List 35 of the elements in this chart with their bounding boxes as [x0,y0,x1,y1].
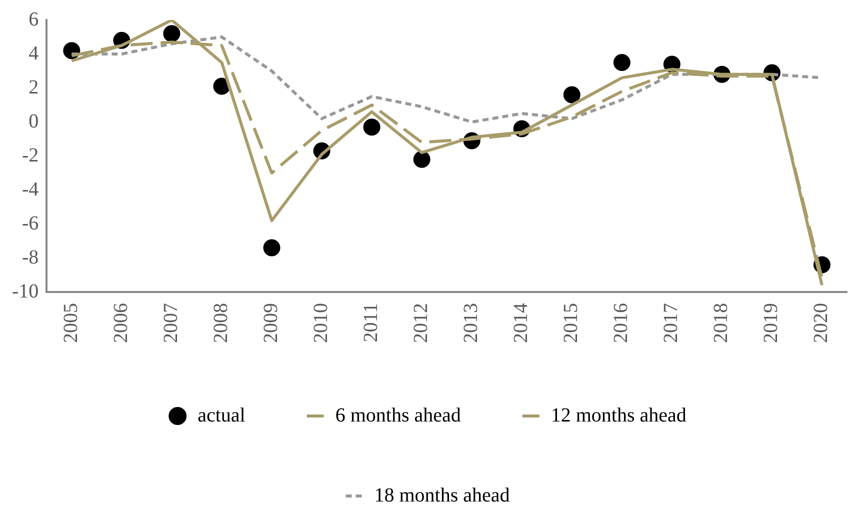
point [613,54,630,71]
x-tick-label: 2017 [660,303,682,343]
x-tick-label: 2015 [560,303,582,343]
y-tick-label: -2 [22,144,39,166]
y-tick-label: -6 [22,212,39,234]
y-tick-label: 4 [28,42,39,64]
legend-label: 18 months ahead [374,484,510,506]
point [263,239,280,256]
x-tick-label: 2006 [110,303,132,343]
y-tick-label: 0 [28,110,39,132]
point [163,25,180,42]
x-tick-label: 2008 [210,303,232,343]
point [413,150,430,168]
y-tick-label: -10 [12,280,39,302]
x-tick-label: 2018 [710,303,732,343]
point [363,118,380,136]
x-tick-label: 2014 [510,303,532,343]
x-tick-label: 2007 [160,303,182,343]
x-tick-label: 2011 [360,303,382,342]
y-tick-label: -8 [22,246,39,268]
legend-label: 12 months ahead [550,404,686,426]
x-tick-label: 2016 [610,303,632,343]
legend-label: 6 months ahead [335,404,461,426]
point [563,86,580,104]
x-tick-label: 2012 [410,303,432,343]
x-tick-label: 2005 [60,303,82,343]
y-tick-label: 6 [28,8,39,30]
x-tick-label: 2013 [460,303,482,343]
x-tick-label: 2010 [310,303,332,343]
x-tick-label: 2020 [810,303,832,343]
x-tick-label: 2019 [760,303,782,343]
x-tick-label: 2009 [260,303,282,343]
y-tick-label: 2 [28,76,39,98]
legend-label: actual [198,404,246,426]
y-tick-label: -4 [22,178,39,200]
